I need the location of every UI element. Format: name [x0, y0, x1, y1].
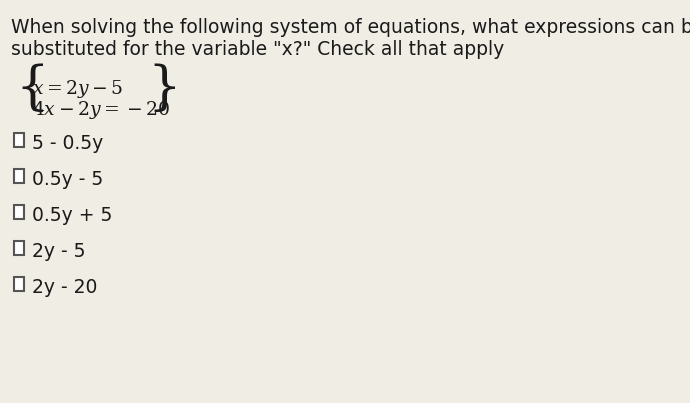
Text: 0.5y + 5: 0.5y + 5: [32, 206, 112, 225]
Text: 2y - 5: 2y - 5: [32, 242, 85, 261]
Text: $4x - 2y = -20$: $4x - 2y = -20$: [32, 99, 170, 121]
FancyBboxPatch shape: [14, 241, 24, 255]
FancyBboxPatch shape: [14, 277, 24, 291]
Text: $x = 2y - 5$: $x = 2y - 5$: [32, 78, 123, 100]
FancyBboxPatch shape: [14, 169, 24, 183]
Text: 2y - 20: 2y - 20: [32, 278, 97, 297]
Text: 0.5y - 5: 0.5y - 5: [32, 170, 103, 189]
FancyBboxPatch shape: [14, 205, 24, 219]
Text: 5 - 0.5y: 5 - 0.5y: [32, 134, 103, 153]
Text: When solving the following system of equations, what expressions can be: When solving the following system of equ…: [11, 18, 690, 37]
FancyBboxPatch shape: [14, 133, 24, 147]
Text: {: {: [15, 63, 49, 114]
Text: substituted for the variable "x?" Check all that apply: substituted for the variable "x?" Check …: [11, 40, 504, 59]
Text: }: }: [147, 63, 181, 114]
